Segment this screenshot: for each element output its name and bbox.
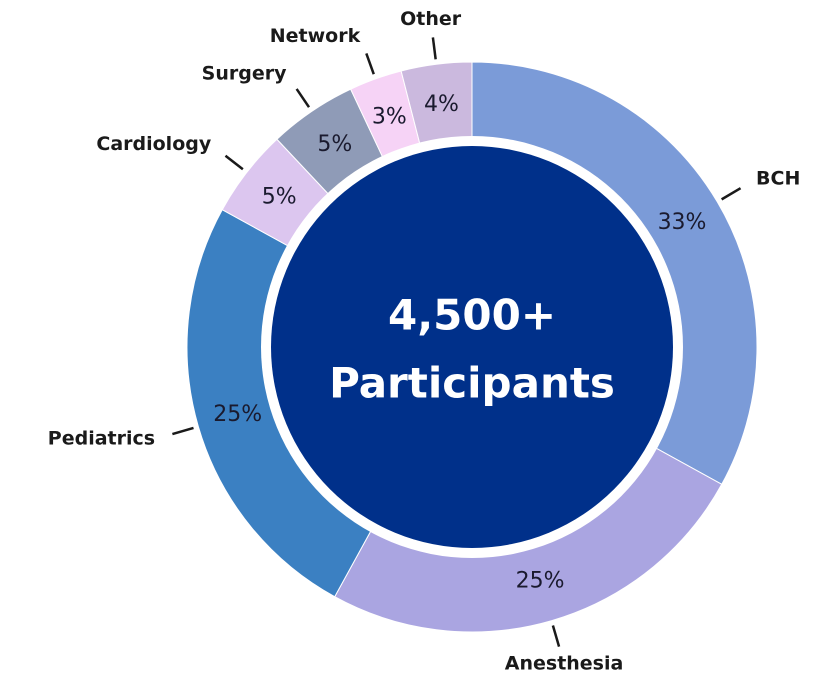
slice-value-label: 25%	[516, 568, 565, 593]
slice-value-label: 3%	[372, 104, 407, 129]
category-label: Cardiology	[96, 133, 211, 155]
leader-line	[365, 53, 375, 75]
slice-value-label: 25%	[213, 402, 262, 427]
leader-line	[172, 426, 194, 436]
leader-line	[720, 187, 742, 201]
leader-line	[224, 154, 244, 171]
center-label: 4,500+	[388, 291, 556, 340]
leader-line	[431, 37, 437, 60]
slice-value-label: 5%	[262, 184, 297, 209]
slice-value-label: 33%	[658, 210, 707, 235]
category-label: Other	[400, 8, 462, 30]
category-label: Anesthesia	[505, 652, 624, 674]
slice-value-label: 4%	[424, 92, 459, 117]
center-disc	[271, 146, 673, 548]
center-label: Participants	[329, 359, 615, 408]
leader-line	[295, 88, 311, 108]
category-label: BCH	[756, 168, 800, 190]
slice-value-label: 5%	[317, 132, 352, 157]
leader-line	[551, 625, 561, 647]
category-label: Pediatrics	[48, 428, 155, 450]
category-label: Surgery	[202, 63, 287, 85]
category-label: Network	[270, 25, 361, 47]
